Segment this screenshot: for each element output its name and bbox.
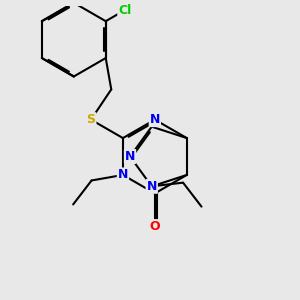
Text: O: O (149, 220, 160, 233)
Text: S: S (86, 113, 95, 126)
Text: N: N (118, 168, 128, 182)
Text: Cl: Cl (118, 4, 131, 16)
Text: N: N (125, 150, 135, 163)
Text: N: N (146, 180, 157, 193)
Text: N: N (150, 113, 160, 126)
